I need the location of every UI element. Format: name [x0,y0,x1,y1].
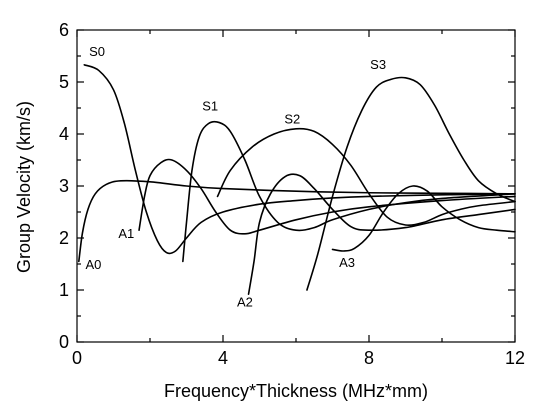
y-tick-label: 6 [59,20,69,40]
x-tick-label: 12 [505,348,525,368]
label-a1: A1 [118,226,134,241]
y-tick-label: 0 [59,332,69,352]
curve-s1 [182,120,516,263]
curve-s3 [306,76,516,291]
x-tick-label: 4 [218,348,228,368]
plot-area-border [76,29,516,343]
label-s1: S1 [202,99,218,114]
curve-s0 [83,64,516,255]
y-axis-title: Group Velocity (km/s) [14,101,34,273]
curve-a3 [331,185,516,252]
x-axis-title: Frequency*Thickness (MHz*mm) [164,381,428,401]
y-tick-label: 4 [59,124,69,144]
label-a3: A3 [339,255,355,270]
y-tick-label: 2 [59,228,69,248]
x-tick-label: 0 [72,348,82,368]
curve-annotations: S0 S1 S2 S3 A0 A1 A2 A3 [85,44,386,310]
label-s3: S3 [370,57,386,72]
dispersion-curves [78,64,516,295]
y-tick-label: 3 [59,176,69,196]
axis-ticks [76,29,516,343]
curve-a2 [247,173,516,295]
label-s2: S2 [284,112,300,127]
plot-frame [76,29,516,343]
y-tick-label: 5 [59,72,69,92]
x-tick-label: 8 [364,348,374,368]
label-a2: A2 [237,295,253,310]
curve-a1 [138,158,516,235]
label-a0: A0 [85,257,101,272]
curve-a0 [78,179,516,263]
curve-s2 [216,127,516,227]
y-tick-label: 1 [59,280,69,300]
label-s0: S0 [89,44,105,59]
